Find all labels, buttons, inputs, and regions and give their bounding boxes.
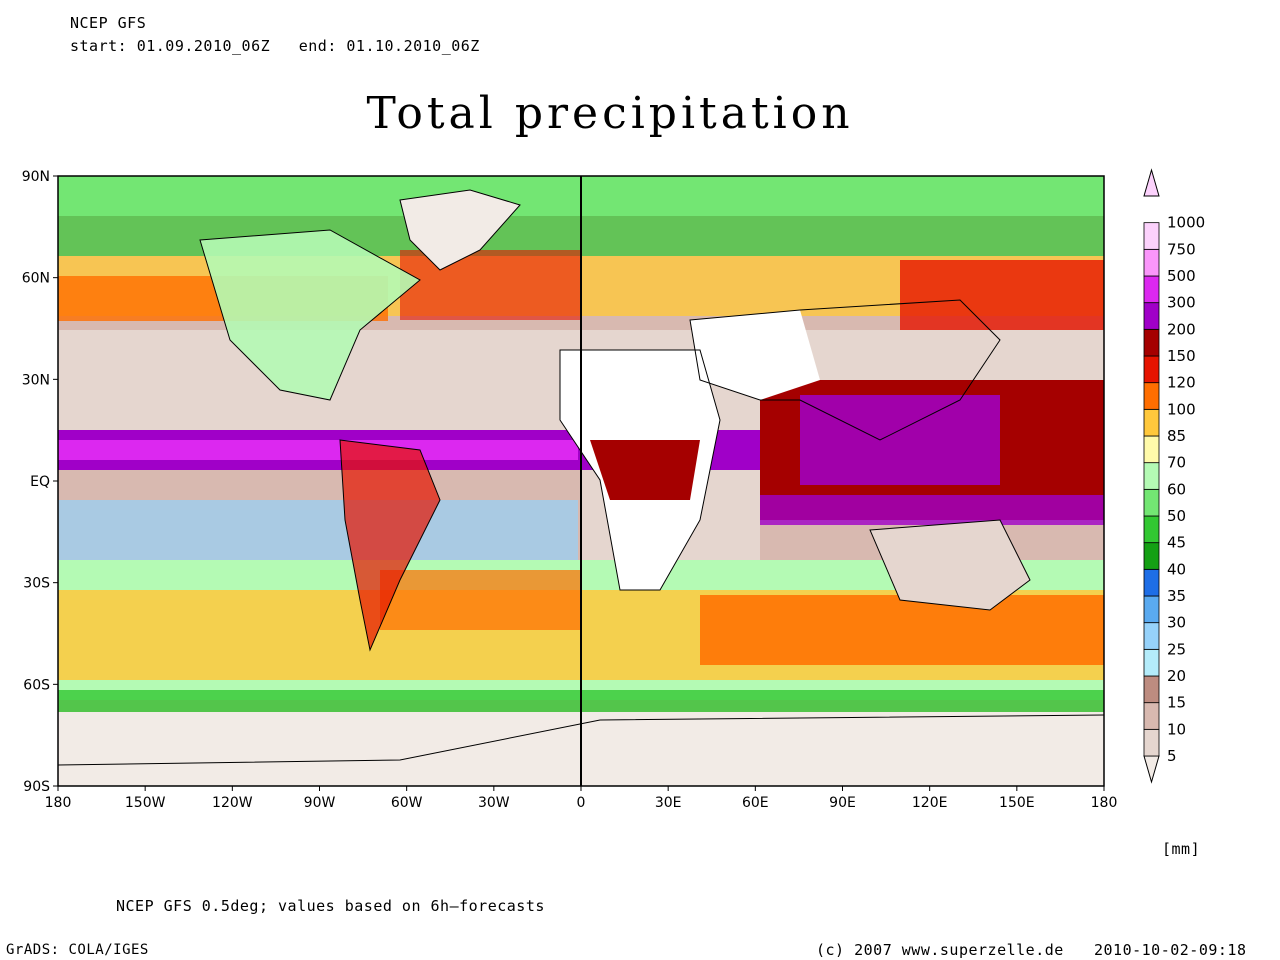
lat-tick-label: 30N xyxy=(22,372,50,388)
colorbar-level-label: 35 xyxy=(1167,587,1186,605)
colorbar-level-label: 500 xyxy=(1167,267,1196,285)
colorbar-swatch xyxy=(1143,542,1160,570)
colorbar-level-label: 100 xyxy=(1167,400,1196,418)
colorbar-level-label: 15 xyxy=(1167,694,1186,712)
lon-tick-label: 150W xyxy=(125,795,166,811)
period-line: start: 01.09.2010_06Z end: 01.10.2010_06… xyxy=(70,37,480,55)
lon-tick-label: 120E xyxy=(912,795,948,811)
colorbar-upper-arrow xyxy=(1143,168,1160,197)
colorbar-level-label: 60 xyxy=(1167,480,1186,498)
colorbar-swatch xyxy=(1143,222,1160,250)
lon-tick-label: 90W xyxy=(304,795,336,811)
colorbar-level-label: 85 xyxy=(1167,427,1186,445)
copyright: (c) 2007 www.superzelle.de xyxy=(816,941,1064,959)
colorbar-swatch xyxy=(1143,568,1160,597)
eurasia-dry xyxy=(690,310,820,400)
model-label: NCEP GFS xyxy=(70,14,147,32)
lat-tick-label: 60N xyxy=(22,271,50,287)
colorbar-level-label: 40 xyxy=(1167,560,1186,578)
lon-tick-label: 60E xyxy=(742,795,769,811)
colorbar-swatch xyxy=(1143,382,1160,410)
colorbar-level-label: 50 xyxy=(1167,507,1186,525)
colorbar-swatch xyxy=(1143,355,1160,384)
colorbar-swatch xyxy=(1143,515,1160,544)
end-label: end: xyxy=(298,37,337,55)
colorbar-lower-arrow xyxy=(1143,755,1160,784)
software-credit: GrADS: COLA/IGES xyxy=(6,942,149,958)
colorbar-level-label: 10 xyxy=(1167,720,1186,738)
colorbar-swatch xyxy=(1143,462,1160,490)
australia xyxy=(870,520,1030,610)
colorbar-swatch xyxy=(1143,275,1160,304)
lon-tick-label: 150E xyxy=(999,795,1035,811)
colorbar-level-label: 300 xyxy=(1167,294,1196,312)
end-date: 01.10.2010_06Z xyxy=(346,37,480,55)
colorbar-level-label: 200 xyxy=(1167,320,1196,338)
start-date: 01.09.2010_06Z xyxy=(136,37,271,55)
greenland xyxy=(400,190,520,270)
lon-tick-label: 0 xyxy=(577,795,586,811)
unit-label: [mm] xyxy=(1162,840,1201,858)
colorbar-swatch xyxy=(1143,648,1160,677)
colorbar-swatch xyxy=(1143,622,1160,650)
colorbar-level-label: 25 xyxy=(1167,640,1186,658)
colorbar-swatch xyxy=(1143,728,1160,757)
colorbar: 5 10 15 20 25 30 35 40 45 50 60 70 85 100 120 150 200 300… xyxy=(1143,168,1205,784)
colorbar-swatch xyxy=(1143,595,1160,624)
lat-tick-label: 90N xyxy=(22,169,50,185)
colorbar-swatch xyxy=(1143,435,1160,464)
central-africa xyxy=(590,440,700,500)
colorbar-swatch xyxy=(1143,302,1160,330)
chart-title: Total precipitation xyxy=(366,88,854,139)
lon-tick-label: 30E xyxy=(655,795,682,811)
colorbar-level-label: 1000 xyxy=(1167,214,1205,232)
lat-tick-label: 90S xyxy=(23,779,50,795)
lat-tick-label: 60S xyxy=(23,677,50,693)
lon-tick-label: 180 xyxy=(1091,795,1118,811)
colorbar-swatch xyxy=(1143,702,1160,730)
colorbar-level-label: 45 xyxy=(1167,534,1186,552)
coastlines xyxy=(58,189,1104,766)
start-label: start: xyxy=(70,37,128,55)
south-america xyxy=(340,440,440,650)
lon-tick-label: 30W xyxy=(478,795,510,811)
lon-tick-label: 180 xyxy=(45,795,72,811)
longitude-axis: 180 150W 120W 90W 60W 30W 0 30E 60E 90E 120E 150E 18… xyxy=(45,786,1118,811)
lat-tick-label: 30S xyxy=(23,576,50,592)
colorbar-swatch xyxy=(1143,675,1160,704)
colorbar-swatch xyxy=(1143,488,1160,517)
colorbar-level-label: 750 xyxy=(1167,240,1196,258)
lon-tick-label: 120W xyxy=(212,795,253,811)
colorbar-level-label: 30 xyxy=(1167,614,1186,632)
lon-tick-label: 90E xyxy=(829,795,856,811)
colorbar-swatch xyxy=(1143,328,1160,357)
colorbar-level-label: 5 xyxy=(1167,747,1177,765)
colorbar-level-label: 120 xyxy=(1167,374,1196,392)
lat-tick-label: EQ xyxy=(30,474,50,490)
colorbar-swatch xyxy=(1143,248,1160,277)
north-america xyxy=(200,230,420,400)
colorbar-level-label: 150 xyxy=(1167,347,1196,365)
lon-tick-label: 60W xyxy=(391,795,423,811)
colorbar-level-label: 70 xyxy=(1167,454,1186,472)
timestamp: 2010-10-02-09:18 xyxy=(1094,941,1247,959)
latitude-axis: 90N 60N 30N EQ 30S 60S 90S xyxy=(22,169,58,795)
footer-note: NCEP GFS 0.5deg; values based on 6h—fore… xyxy=(116,897,545,915)
colorbar-level-label: 20 xyxy=(1167,667,1186,685)
colorbar-swatch xyxy=(1143,408,1160,437)
